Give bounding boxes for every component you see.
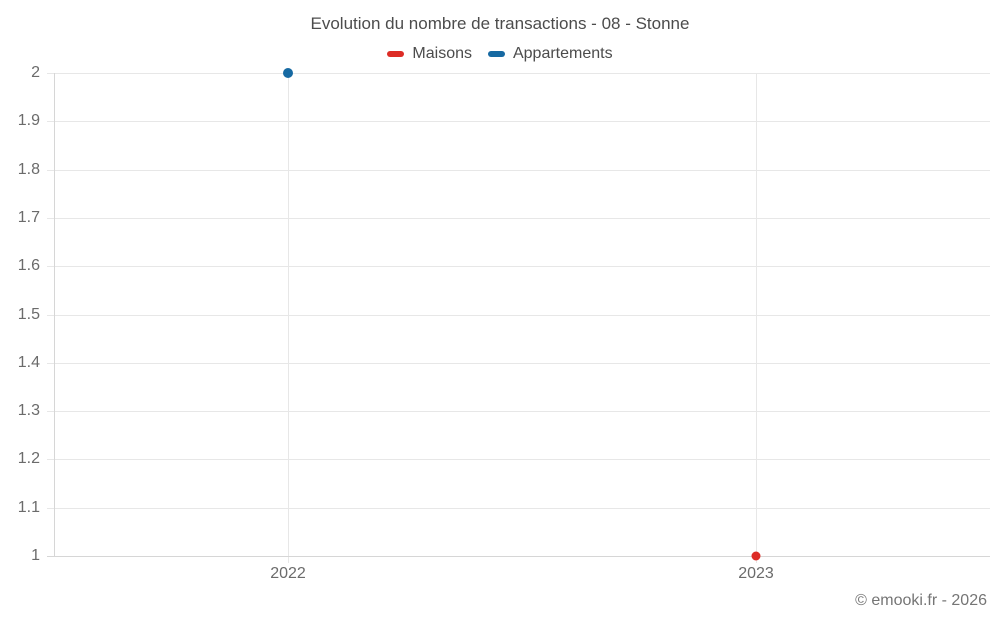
chart-title: Evolution du nombre de transactions - 08… (310, 14, 690, 33)
legend-label-maisons: Maisons (412, 45, 472, 62)
chart-legend: Maisons Appartements (0, 44, 1000, 64)
y-tick-label: 1.6 (17, 257, 40, 275)
y-tick-label: 1.1 (17, 498, 40, 516)
x-tick-label: 2023 (738, 565, 774, 582)
y-tick-label: 1.4 (17, 353, 40, 371)
y-tick-label: 1.3 (17, 402, 40, 420)
y-tick-label: 2 (31, 64, 40, 81)
y-tick-label: 1.8 (17, 160, 40, 178)
x-tick-label: 2022 (270, 565, 306, 582)
data-point-maisons-2023[interactable] (751, 551, 761, 561)
legend-label-appartements: Appartements (512, 45, 613, 62)
data-point-appartements-2022[interactable] (283, 68, 293, 78)
legend-item-appartements[interactable]: Appartements (487, 44, 613, 64)
maisons-legend-swatch (387, 51, 405, 57)
y-tick-label: 1 (31, 547, 40, 564)
y-tick-label: 1.2 (17, 450, 40, 468)
y-tick-label: 1.5 (17, 305, 40, 323)
appartements-legend-swatch (487, 51, 505, 57)
legend-item-maisons[interactable]: Maisons (387, 44, 472, 64)
y-tick-label: 1.9 (17, 112, 40, 130)
y-tick-label: 1.7 (17, 208, 40, 226)
copyright-footer: © emooki.fr - 2026 (855, 592, 987, 609)
